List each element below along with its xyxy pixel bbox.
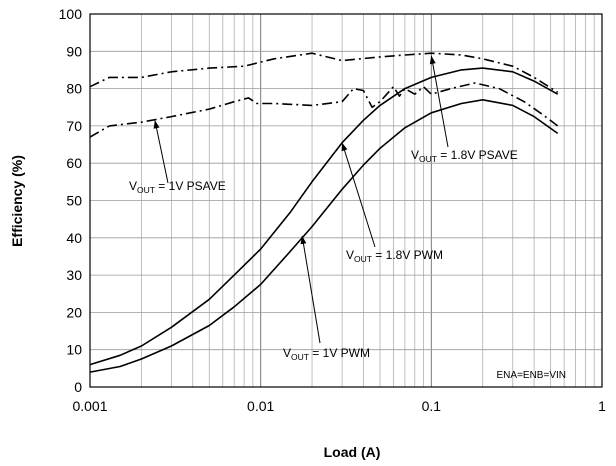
x-axis-title: Load (A): [324, 444, 381, 460]
y-tick-label: 100: [59, 6, 83, 22]
annotations: VOUT = 1V PSAVE VOUT = 1.8V PSAVE VOUT = 1…: [129, 55, 566, 381]
y-tick-label: 20: [66, 304, 82, 320]
x-tick-label: 1: [598, 398, 606, 414]
y-tick-label: 0: [74, 379, 82, 395]
x-tick-label: 0.01: [247, 398, 274, 414]
y-tick-label: 30: [66, 267, 82, 283]
annotation-arrow-psave-1v: [154, 120, 169, 184]
arrowhead-psave-18v: [429, 55, 436, 65]
series-line-psave-1v: [89, 82, 559, 138]
annotation-psave-18v: VOUT = 1.8V PSAVE: [411, 148, 518, 164]
y-tick-label: 60: [66, 155, 82, 171]
grid: [90, 14, 602, 387]
annotation-psave-1v: VOUT = 1V PSAVE: [129, 179, 226, 195]
annotation-arrow-psave-18v: [430, 55, 449, 148]
series-line-pwm-18v: [89, 67, 559, 366]
arrowhead-psave-1v: [153, 120, 160, 129]
y-tick-label: 40: [66, 230, 82, 246]
y-tick-label: 80: [66, 81, 82, 97]
y-tick-label: 90: [66, 43, 82, 59]
arrowhead-pwm-18v: [341, 142, 348, 152]
plot-frame: [89, 13, 603, 388]
series-line-psave-18v: [89, 52, 559, 93]
y-tick-label: 10: [66, 342, 82, 358]
annotation-pwm-18v: VOUT = 1.8V PWM: [346, 248, 443, 264]
y-tick-label: 50: [66, 193, 82, 209]
y-axis-title: Efficiency (%): [9, 155, 25, 247]
arrowhead-pwm-1v: [300, 235, 307, 245]
series-lines: [89, 52, 559, 373]
x-tick-label: 0.1: [422, 398, 442, 414]
series-line-pwm-1v: [89, 99, 559, 373]
condition-note: ENA=ENB=VIN: [497, 370, 566, 381]
annotation-arrow-pwm-1v: [301, 235, 321, 344]
annotation-arrow-pwm-18v: [341, 142, 376, 248]
x-tick-label: 0.001: [72, 398, 107, 414]
annotation-pwm-1v: VOUT = 1V PWM: [283, 346, 370, 362]
y-tick-label: 70: [66, 118, 82, 134]
